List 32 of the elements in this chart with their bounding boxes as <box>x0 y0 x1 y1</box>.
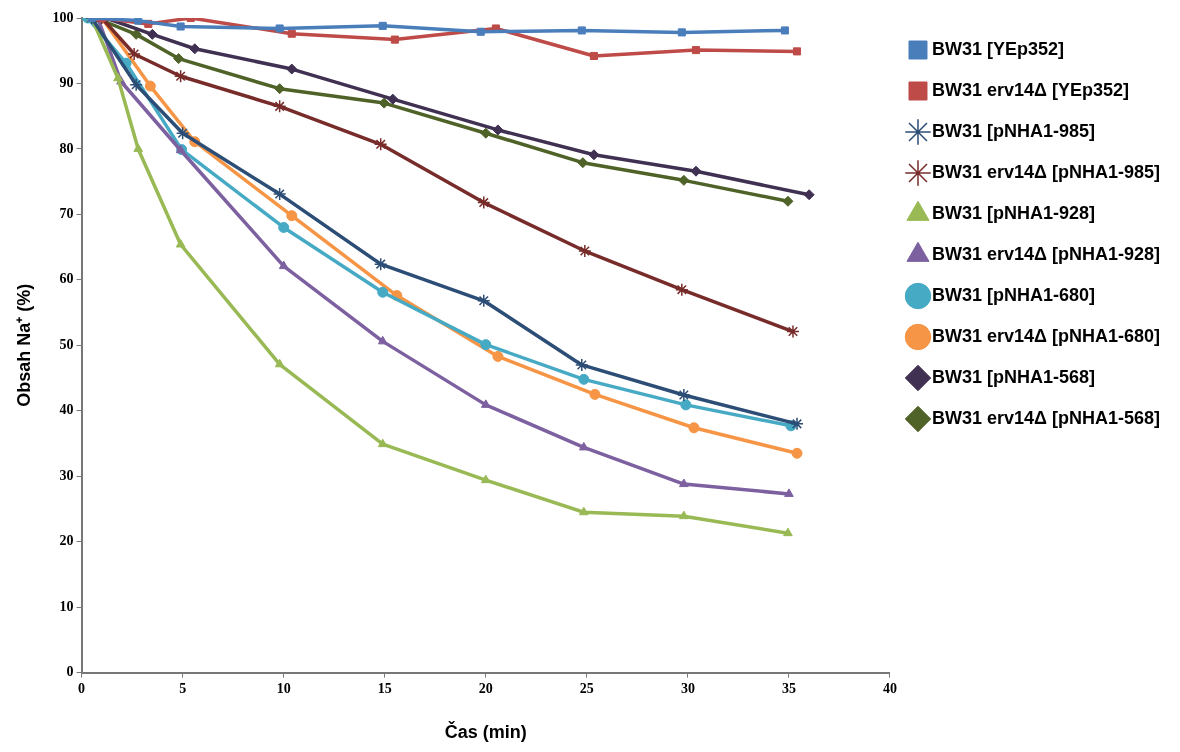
legend-label: BW31 erv14Δ [pNHA1-985] <box>931 161 1160 182</box>
x-tick-label: 35 <box>781 680 796 696</box>
x-tick-label: 40 <box>882 680 897 696</box>
x-tick-label: 30 <box>680 680 695 696</box>
y-tick-label: 10 <box>59 598 74 614</box>
y-tick-label: 100 <box>52 9 74 25</box>
y-axis-title: Obsah Na⁺ (%) <box>13 283 34 407</box>
y-tick-label: 30 <box>59 467 74 483</box>
x-tick-label: 0 <box>78 680 86 696</box>
y-tick-label: 60 <box>59 271 74 287</box>
legend-label: BW31 [pNHA1-985] <box>931 120 1096 141</box>
x-tick-label: 15 <box>377 680 392 696</box>
y-tick-label: 70 <box>59 205 74 221</box>
x-tick-label: 25 <box>579 680 594 696</box>
legend-label: BW31 [YEp352] <box>931 38 1065 59</box>
legend-label: BW31 erv14Δ [pNHA1-680] <box>931 325 1160 346</box>
legend-label: BW31 erv14Δ [YEp352] <box>931 79 1130 100</box>
legend-label: BW31 [pNHA1-680] <box>931 284 1096 305</box>
x-tick-label: 5 <box>179 680 187 696</box>
y-tick-label: 0 <box>66 664 74 680</box>
legend-label: BW31 [pNHA1-928] <box>931 202 1096 223</box>
legend-label: BW31 [pNHA1-568] <box>931 366 1096 387</box>
x-axis-title: Čas (min) <box>444 721 527 743</box>
y-tick-label: 90 <box>59 75 74 91</box>
x-tick-label: 20 <box>478 680 493 696</box>
legend-label: BW31 erv14Δ [pNHA1-928] <box>931 243 1160 264</box>
legend-label: BW31 erv14Δ [pNHA1-568] <box>931 407 1160 428</box>
y-tick-label: 50 <box>59 336 74 352</box>
x-tick-label: 10 <box>276 680 291 696</box>
y-tick-label: 40 <box>59 402 74 418</box>
y-tick-label: 20 <box>59 533 74 549</box>
y-tick-label: 80 <box>59 140 74 156</box>
